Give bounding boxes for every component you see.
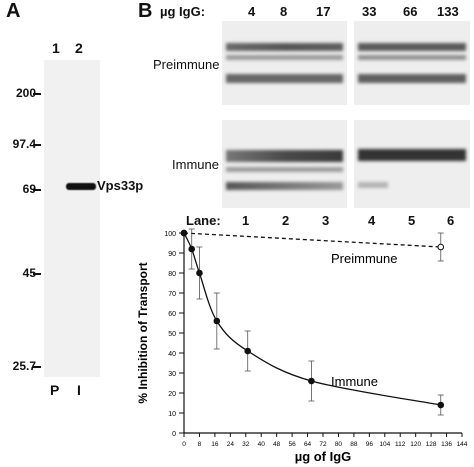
immune-blot-right (354, 120, 470, 208)
preimmune-blot-right (354, 21, 470, 105)
marker-69: 69 (22, 182, 36, 196)
panel-a-label-i: I (77, 382, 81, 398)
marker-200: 200 (15, 86, 36, 100)
panel-a-label-p: P (50, 382, 60, 398)
x-tick-label: 0 (182, 441, 186, 448)
lane-header: Lane: (186, 213, 221, 228)
immune-band-upper-left (226, 150, 343, 162)
y-axis-label: % Inhibition of Transport (136, 262, 150, 403)
preimmune-band-mid-left (226, 55, 343, 60)
igg-header: µg IgG: (160, 4, 206, 19)
marker-25: 25.7 (12, 359, 36, 373)
x-tick-label: 40 (258, 441, 266, 448)
x-tick-label: 72 (319, 441, 327, 448)
igg-amount-6: 133 (437, 4, 459, 19)
immune-band-mid-left (226, 167, 343, 172)
marker-45-tick (33, 273, 41, 275)
igg-amount-2: 8 (280, 4, 288, 19)
lane-number-5: 5 (408, 213, 416, 228)
marker-69-tick (33, 189, 41, 191)
data-point-immune (213, 317, 221, 325)
vps33p-band (66, 183, 96, 190)
y-tick-label: 50 (168, 331, 176, 338)
panel-a-blot (44, 60, 100, 377)
y-tick-label: 40 (168, 351, 176, 358)
x-tick-label: 64 (304, 441, 312, 448)
x-tick-label: 88 (350, 441, 358, 448)
x-tick-label: 112 (395, 441, 406, 448)
series-layer (180, 228, 445, 416)
lane-number-4: 4 (368, 213, 376, 228)
x-tick-label: 96 (366, 441, 374, 448)
panel-a-lane-2: 2 (75, 40, 83, 56)
row-label-immune: Immune (172, 157, 219, 172)
x-tick-label: 24 (227, 441, 235, 448)
lane-number-1: 1 (242, 213, 250, 228)
data-point-immune (437, 401, 445, 409)
igg-amount-5: 66 (403, 4, 418, 19)
x-ticks: 0 8 16 24 32 40 48 56 64 72 80 88 96 104 112 120 128 136 1… (182, 433, 468, 448)
data-point-preimmune (437, 243, 445, 251)
panel-a-letter: A (6, 0, 21, 22)
y-tick-label: 100 (164, 231, 176, 238)
band-label: Vps33p (97, 178, 144, 193)
data-point-immune (244, 347, 252, 355)
series-label-immune: Immune (331, 374, 378, 389)
x-tick-label: 56 (288, 441, 296, 448)
data-point-immune (188, 245, 196, 253)
igg-amount-1: 4 (248, 4, 256, 19)
immune-band-lower-left (226, 182, 343, 190)
igg-amount-4: 33 (362, 4, 377, 19)
data-point-immune (308, 377, 315, 385)
panel-b-letter: B (138, 0, 153, 22)
marker-25-tick (33, 366, 41, 368)
igg-amount-3: 17 (316, 4, 331, 19)
y-tick-label: 70 (168, 291, 176, 298)
lane-number-3: 3 (322, 213, 330, 228)
immune-band-lower-right (358, 182, 388, 188)
marker-97: 97.4 (12, 137, 36, 151)
y-ticks: 0 10 20 30 40 50 60 70 80 90 100 (164, 231, 184, 438)
preimmune-band-upper-right (358, 43, 466, 51)
x-tick-label: 80 (335, 441, 343, 448)
marker-45: 45 (22, 266, 36, 280)
immune-blot-left (222, 120, 347, 208)
lane-number-6: 6 (447, 213, 455, 228)
y-tick-label: 90 (168, 251, 176, 258)
x-tick-label: 120 (410, 441, 421, 448)
x-axis-label: µg of IgG (295, 449, 352, 464)
panel-a-lane-1: 1 (52, 40, 60, 56)
preimmune-band-mid-right (358, 55, 466, 60)
x-tick-label: 32 (242, 441, 250, 448)
y-tick-label: 20 (168, 391, 176, 398)
row-label-preimmune: Preimmune (153, 57, 220, 72)
data-point-immune (180, 229, 188, 237)
preimmune-blot-left (222, 21, 347, 105)
y-tick-label: 60 (168, 311, 176, 318)
y-tick-label: 0 (172, 431, 176, 438)
preimmune-band-upper-left (226, 43, 343, 51)
marker-200-tick (33, 93, 41, 95)
y-tick-label: 10 (168, 411, 176, 418)
x-tick-label: 48 (273, 441, 281, 448)
series-line-preimmune (183, 232, 441, 248)
immune-band-upper-right (358, 149, 466, 161)
x-tick-label: 104 (379, 441, 390, 448)
y-tick-label: 80 (168, 271, 176, 278)
series-label-preimmune: Preimmune (331, 251, 397, 266)
preimmune-band-lower-left (226, 74, 343, 83)
y-tick-label: 30 (168, 371, 176, 378)
data-point-immune (196, 269, 203, 277)
x-tick-label: 144 (457, 441, 468, 448)
preimmune-band-lower-right (358, 74, 466, 83)
marker-97-tick (33, 144, 41, 146)
lane-number-2: 2 (282, 213, 290, 228)
x-tick-label: 8 (198, 441, 202, 448)
x-tick-label: 16 (211, 441, 219, 448)
x-tick-label: 128 (426, 441, 437, 448)
x-tick-label: 136 (441, 441, 452, 448)
